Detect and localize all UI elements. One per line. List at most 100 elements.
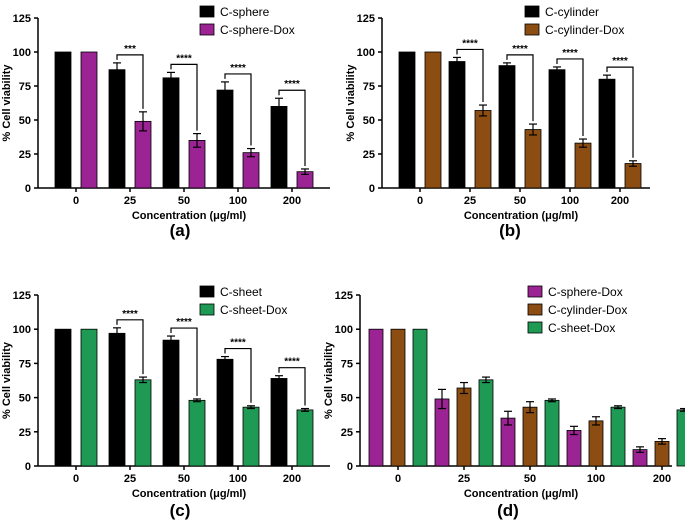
legend-swatch [199,5,215,18]
panel-label: (d) [497,501,519,520]
significance-label: **** [284,357,300,368]
bar [80,328,98,467]
x-tick-label: 25 [124,195,136,207]
y-tick-label: 25 [341,427,353,439]
y-tick-label: 0 [369,183,375,195]
x-axis-label: Concentration (μg/ml) [132,488,247,500]
chart-panel-a: 0 25 50 75 100 125 % Cell viability 0 25 *** 50 ***… [1,5,330,240]
bar [398,51,416,189]
x-axis-label: Concentration (μg/ml) [464,210,579,222]
bar [216,358,234,467]
significance-bracket [456,48,484,103]
x-tick-label: 0 [73,195,79,207]
bar [598,78,616,189]
chart-panel-c: 0 25 50 75 100 125 % Cell viability 0 25 **** 50 **… [1,285,330,520]
significance-bracket [506,54,534,122]
x-tick-label: 25 [124,473,136,485]
y-axis-label: % Cell viability [1,64,13,142]
x-tick-label: 25 [458,473,470,485]
bar [456,387,472,467]
bar [474,110,492,189]
panel-label: (a) [170,221,191,240]
significance-bracket [224,347,252,403]
legend-swatch [527,285,543,298]
bar [270,378,288,467]
y-tick-label: 100 [13,324,31,336]
y-tick-label: 125 [335,290,353,302]
y-axis-label: % Cell viability [323,341,335,419]
bar [242,152,260,189]
bar [296,409,314,467]
y-tick-label: 0 [25,183,31,195]
x-tick-label: 200 [653,473,671,485]
bar [548,69,566,189]
bar [424,51,442,189]
bar [216,89,234,189]
bar [610,406,626,467]
legend-swatch [524,5,540,18]
x-tick-label: 0 [395,473,401,485]
chart-panel-b: 0 25 50 75 100 125 % Cell viability 0 25 **** 50 **… [345,5,650,240]
legend-label: C-sheet-Dox [220,303,287,317]
significance-label: **** [462,38,478,49]
bar [522,406,538,467]
bar [412,328,428,467]
significance-bracket [278,89,306,166]
y-tick-label: 75 [19,358,31,370]
x-tick-label: 50 [514,195,526,207]
significance-bracket [278,367,306,406]
bar [108,69,126,189]
legend-swatch [199,303,215,316]
bar [544,399,560,467]
x-axis-label: Concentration (μg/ml) [464,488,579,500]
legend-label: C-sphere-Dox [548,285,623,299]
bar [676,409,685,467]
x-tick-label: 100 [561,195,579,207]
significance-bracket [116,319,144,375]
y-tick-label: 75 [363,81,375,93]
x-tick-label: 200 [283,473,301,485]
y-tick-label: 25 [19,149,31,161]
y-tick-label: 25 [363,149,375,161]
bar [624,163,642,189]
y-tick-label: 100 [13,47,31,59]
significance-label: **** [512,44,528,55]
significance-label: **** [612,56,628,67]
legend-label: C-sphere-Dox [220,23,295,37]
y-tick-label: 75 [341,358,353,370]
x-tick-label: 50 [178,195,190,207]
significance-label: **** [230,63,246,74]
significance-bracket [606,66,634,158]
y-tick-label: 0 [347,461,353,473]
y-tick-label: 0 [25,461,31,473]
significance-bracket [170,327,198,396]
significance-bracket [116,54,144,109]
x-tick-label: 100 [229,195,247,207]
bar [588,420,604,467]
bar [368,328,384,467]
bar [574,142,592,189]
legend-label: C-cylinder-Dox [545,23,624,37]
legend-label: C-sphere [220,5,270,19]
x-tick-label: 200 [611,195,629,207]
legend-swatch [199,285,215,298]
bar [566,430,582,467]
y-axis-label: % Cell viability [1,341,13,419]
x-tick-label: 0 [73,473,79,485]
bar [448,61,466,189]
chart-panel-d: 0 25 50 75 100 125 % Cell viability 0 25 50 100 200… [323,285,685,520]
significance-label: **** [230,338,246,349]
x-tick-label: 50 [178,473,190,485]
bar [498,65,516,189]
bar [162,77,180,189]
significance-bracket [556,58,584,137]
y-axis-label: % Cell viability [345,64,357,142]
bar [390,328,406,467]
legend-swatch [199,23,215,36]
y-tick-label: 125 [13,13,31,25]
significance-label: **** [176,53,192,64]
bar [478,379,494,467]
bar [242,406,260,467]
bar [54,328,72,467]
